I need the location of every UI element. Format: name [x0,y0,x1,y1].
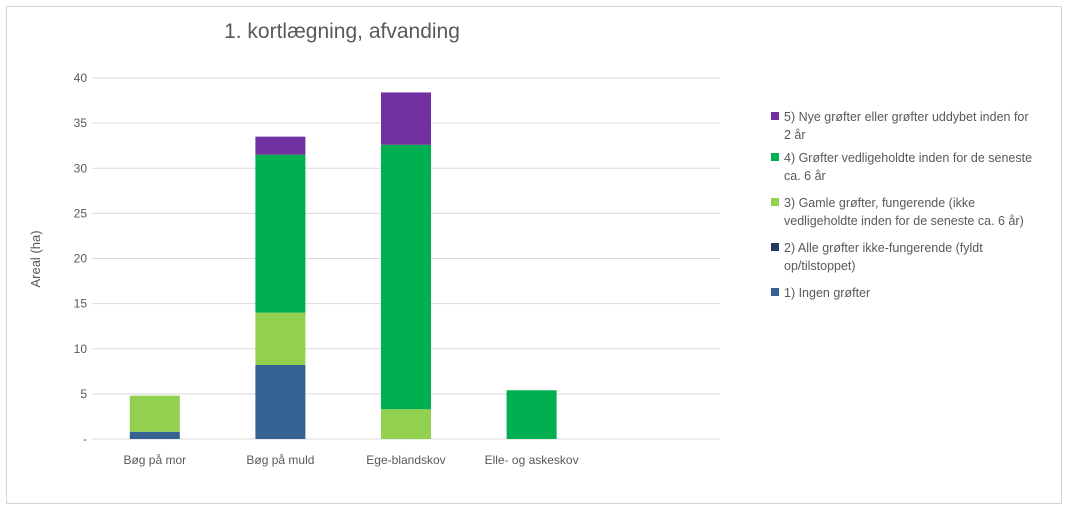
legend-entry-line: op/tilstoppet) [784,259,856,273]
legend-swatch-4 [771,153,779,161]
legend: 5) Nye grøfter eller grøfter uddybet ind… [771,110,1032,300]
y-tick-label: 20 [74,252,88,266]
bar-segment-4 [506,390,557,439]
bar-segment-1 [255,364,306,439]
x-tick-label: Bøg på muld [246,453,314,467]
chart-title: 1. kortlægning, afvanding [224,20,460,43]
x-tick-label: Ege-blandskov [366,453,445,467]
legend-entry-line: vedligeholdte inden for de seneste ca. 6… [784,214,1024,228]
bar-segment-3 [381,409,431,439]
legend-swatch-1 [771,288,779,296]
x-tick-label: Bøg på mor [123,453,186,467]
y-tick-labels: - 5 10 15 20 25 30 35 40 [74,71,88,446]
bar-segment-5 [255,136,306,155]
legend-entry-line: 1) Ingen grøfter [784,286,870,300]
legend-swatch-3 [771,198,779,206]
y-tick-label: 40 [74,71,88,85]
y-tick-label: 25 [74,206,88,220]
legend-entry-line: 2 år [784,128,806,142]
legend-entry-line: 2) Alle grøfter ikke-fungerende (fyldt [784,241,983,255]
y-tick-label: 30 [74,161,88,175]
legend-entry-line: 5) Nye grøfter eller grøfter uddybet ind… [784,110,1029,124]
x-tick-label: Elle- og askeskov [485,453,579,467]
bar-segment-3 [255,312,306,365]
bars [129,92,557,439]
bar-segment-4 [381,144,431,410]
y-tick-label: - [83,432,87,446]
x-tick-labels: Bøg på mor Bøg på muld Ege-blandskov Elle- … [123,453,578,467]
legend-swatch-5 [771,112,779,120]
y-tick-label: 5 [80,387,87,401]
y-tick-label: 15 [74,297,88,311]
y-axis-title: Areal (ha) [28,230,43,287]
bar-segment-4 [255,154,306,313]
bar-segment-5 [381,92,431,145]
legend-swatch-2 [771,243,779,251]
legend-entry-line: 4) Grøfter vedligeholdte inden for de se… [784,151,1032,165]
bar-segment-3 [129,395,180,432]
bar-segment-1 [129,431,180,439]
legend-entry-line: ca. 6 år [784,169,826,183]
legend-entry-line: 3) Gamle grøfter, fungerende (ikke [784,196,975,210]
y-tick-label: 35 [74,116,88,130]
y-tick-label: 10 [74,342,88,356]
